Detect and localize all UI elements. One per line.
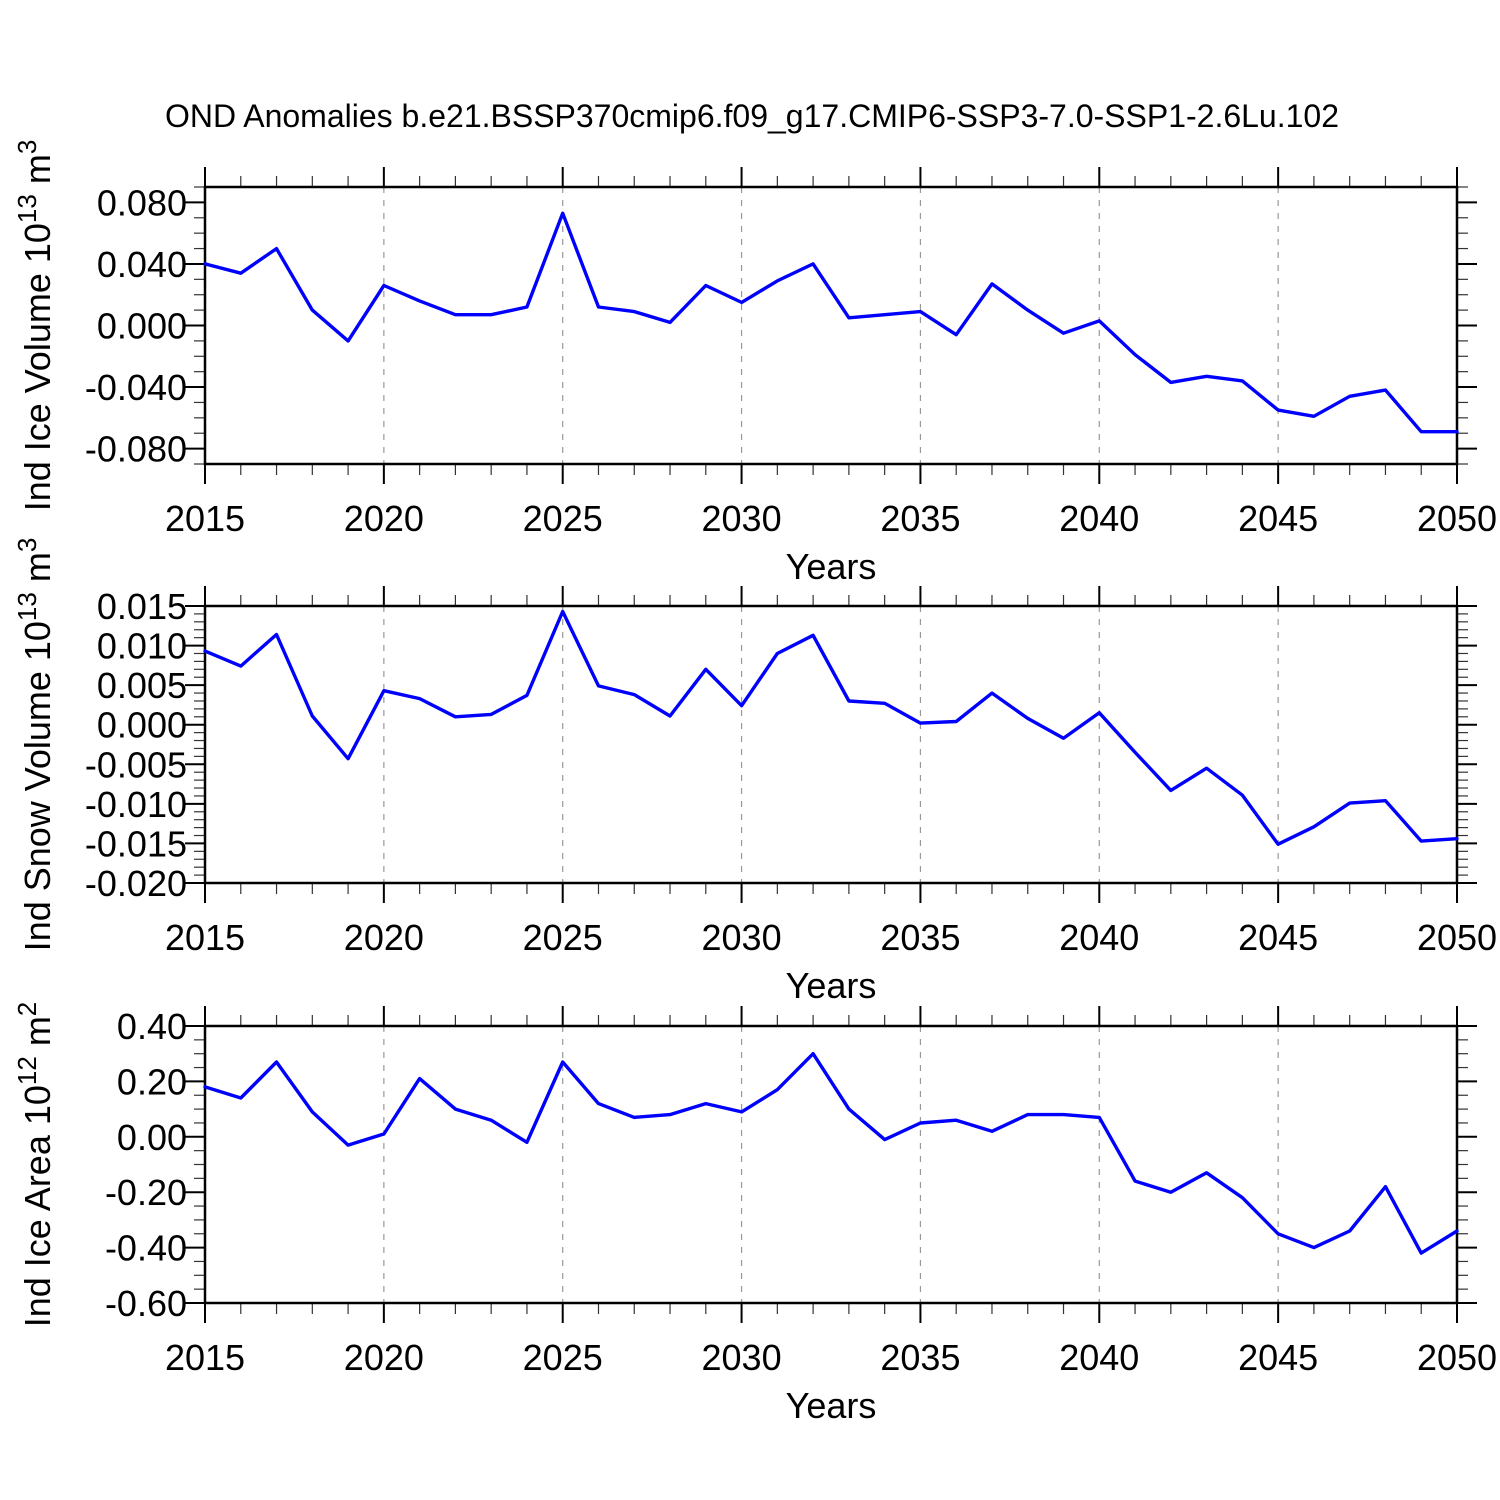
- y-tick-label: -0.20: [105, 1172, 187, 1213]
- x-tick-label: 2050: [1417, 1337, 1497, 1378]
- y-tick-label: -0.010: [85, 784, 187, 825]
- x-tick-label: 2035: [880, 498, 960, 539]
- x-tick-label: 2025: [523, 1337, 603, 1378]
- panel-ice-area: 0.40 0.20 0.00 -0.20 -0.40 -0.60 2015 2020 2025 2…: [12, 1002, 1497, 1426]
- x-tick-label: 2025: [523, 498, 603, 539]
- y-tick-label: 0.00: [117, 1117, 187, 1158]
- figure-title: OND Anomalies b.e21.BSSP370cmip6.f09_g17…: [165, 98, 1339, 134]
- y-tick-label: 0.000: [97, 705, 187, 746]
- x-tick-label: 2030: [702, 498, 782, 539]
- x-tick-label: 2035: [880, 917, 960, 958]
- x-axis-title: Years: [786, 965, 877, 1006]
- x-tick-label: 2020: [344, 1337, 424, 1378]
- x-tick-label: 2045: [1238, 917, 1318, 958]
- x-tick-label: 2030: [702, 917, 782, 958]
- x-tick-label: 2040: [1059, 1337, 1139, 1378]
- data-line-ice-area: [203, 1051, 1459, 1255]
- x-tick-label: 2015: [165, 1337, 245, 1378]
- x-axis-title: Years: [786, 546, 877, 587]
- plot-frame: [203, 604, 1459, 885]
- x-tick-label: 2040: [1059, 498, 1139, 539]
- x-tick-label: 2050: [1417, 917, 1497, 958]
- data-line-ice-volume: [203, 211, 1459, 434]
- x-tick-label: 2040: [1059, 917, 1139, 958]
- y-tick-label: -0.015: [85, 823, 187, 864]
- x-tick-label: 2015: [165, 917, 245, 958]
- x-tick-label: 2030: [702, 1337, 782, 1378]
- y-axis-title: Ind Ice Volume 1013 m3: [12, 140, 58, 512]
- x-tick-label: 2015: [165, 498, 245, 539]
- y-tick-label: -0.40: [105, 1228, 187, 1269]
- plot-frame: [203, 1024, 1459, 1305]
- y-tick-label: 0.000: [97, 306, 187, 347]
- x-axis-title: Years: [786, 1385, 877, 1426]
- y-axis-title: Ind Snow Volume 1013 m3: [12, 538, 58, 952]
- panel-ice-volume: 0.080 0.040 0.000 -0.040 -0.080 2015 2020 2025 2…: [12, 140, 1497, 587]
- y-tick-label: -0.040: [85, 367, 187, 408]
- y-tick-label: -0.080: [85, 429, 187, 470]
- y-tick-label: -0.020: [85, 863, 187, 904]
- y-tick-label: 0.080: [97, 182, 187, 223]
- y-tick-label: 0.010: [97, 626, 187, 667]
- y-tick-label: 0.040: [97, 244, 187, 285]
- x-tick-label: 2045: [1238, 498, 1318, 539]
- plot-frame: [203, 185, 1459, 466]
- x-tick-label: 2020: [344, 498, 424, 539]
- x-tick-label: 2050: [1417, 498, 1497, 539]
- y-tick-label: -0.005: [85, 744, 187, 785]
- data-line-snow-volume: [203, 609, 1459, 846]
- x-tick-label: 2025: [523, 917, 603, 958]
- y-tick-label: 0.20: [117, 1061, 187, 1102]
- panel-snow-volume: 0.0150.0100.0050.000-0.005-0.010-0.015-0…: [12, 538, 1497, 1006]
- x-tick-label: 2020: [344, 917, 424, 958]
- y-tick-label: 0.015: [97, 586, 187, 627]
- y-tick-label: -0.60: [105, 1283, 187, 1324]
- y-tick-label: 0.40: [117, 1006, 187, 1047]
- y-axis-title: Ind Ice Area 1012 m2: [12, 1002, 58, 1328]
- x-tick-label: 2045: [1238, 1337, 1318, 1378]
- x-tick-label: 2035: [880, 1337, 960, 1378]
- y-tick-label: 0.005: [97, 665, 187, 706]
